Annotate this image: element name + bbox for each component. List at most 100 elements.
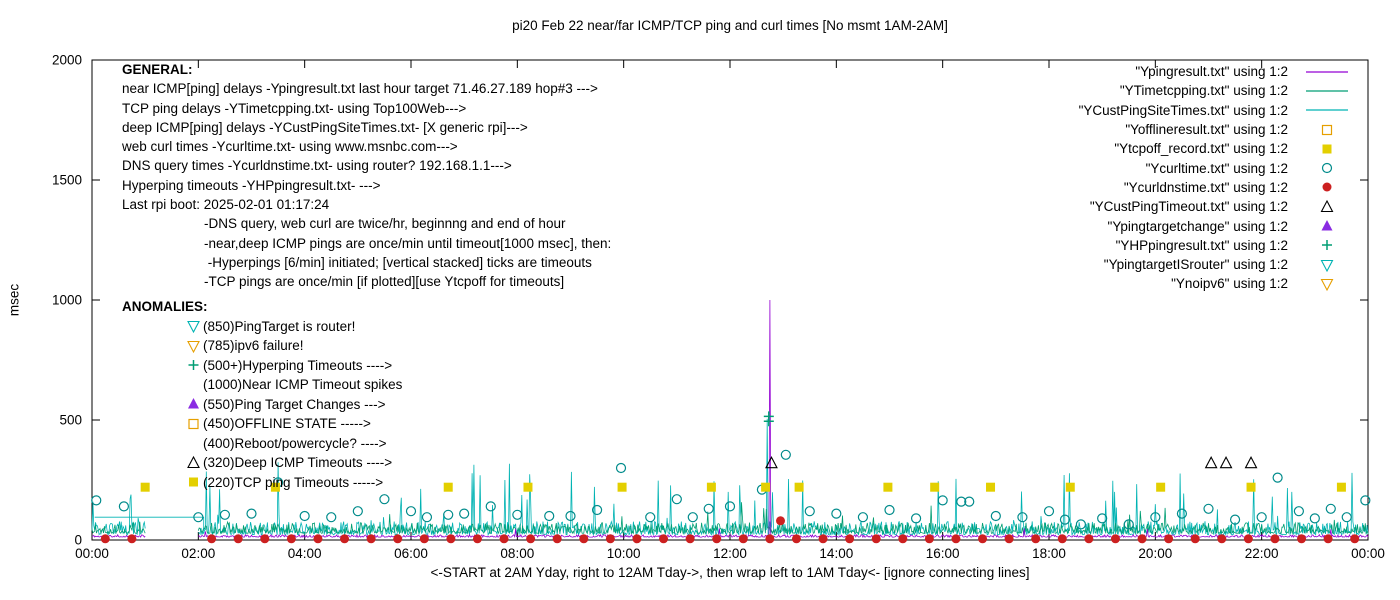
YHPpingresult.txt-point — [763, 411, 774, 422]
Ycurltime.txt-point — [956, 496, 967, 507]
general-line: Hyperping timeouts -YHPpingresult.txt- -… — [122, 177, 381, 193]
Ycurltime.txt-point — [1043, 506, 1055, 517]
y-tick-label: 2000 — [52, 53, 82, 68]
open-triangle-down-icon — [1320, 278, 1334, 292]
Ycurldnstime.txt-point — [472, 534, 482, 544]
Ytcpoff_record.txt-point — [1246, 482, 1256, 492]
legend-entry-label: "Ycurldnstime.txt" using 1:2 — [1123, 179, 1288, 195]
legend-entry: "YTimetcpping.txt" using 1:2 — [1079, 81, 1356, 100]
x-tick-label: 04:00 — [288, 546, 322, 561]
line-sample-icon — [1306, 90, 1348, 92]
x-tick-label: 14:00 — [819, 546, 853, 561]
general-line: DNS query times -Ycurldnstime.txt- using… — [122, 158, 512, 174]
anomaly-item: (500+)Hyperping Timeouts ----> — [186, 356, 402, 376]
Ycurldnstime.txt-point — [393, 534, 403, 544]
legend-entry: "Ytcpoff_record.txt" using 1:2 — [1079, 139, 1356, 158]
anomaly-item: (785)ipv6 failure! — [186, 336, 402, 356]
x-tick-label: 06:00 — [394, 546, 428, 561]
Ycurldnstime.txt-point — [1164, 534, 1174, 544]
Ycurldnstime.txt-point — [1243, 534, 1253, 544]
Ytcpoff_record.txt-point — [140, 482, 150, 492]
Ycurldnstime.txt-point — [419, 534, 429, 544]
Ycurldnstime.txt-point — [659, 534, 669, 544]
Ycurldnstime.txt-point — [127, 534, 137, 544]
YCustPingTimeout.txt-point — [1204, 456, 1218, 469]
open-triangle-up-icon — [187, 455, 200, 468]
series-YCustPingTimeout.txt — [765, 456, 1258, 469]
legend-entry: "YpingtargetISrouter" using 1:2 — [1079, 255, 1356, 274]
x-axis-label: <-START at 2AM Yday, right to 12AM Tday-… — [430, 565, 1030, 580]
series-Ycurltime.txt — [91, 449, 1371, 530]
Ycurldnstime.txt-point — [313, 534, 323, 544]
general-line: TCP ping delays -YTimetcpping.txt- using… — [122, 100, 467, 116]
Ycurldnstime.txt-point — [1350, 534, 1360, 544]
Ycurldnstime.txt-point — [552, 534, 562, 544]
legend: "Ypingresult.txt" using 1:2 "YTimetcpping… — [1079, 62, 1356, 294]
series-Ypingresult.txt — [91, 299, 1369, 539]
anomaly-label: (320)Deep ICMP Timeouts ----> — [203, 455, 393, 470]
Ycurltime.txt-point — [591, 504, 603, 516]
Ycurltime.txt-point — [910, 513, 922, 524]
Ycurldnstime.txt-point — [207, 534, 217, 544]
Ycurldnstime.txt-point — [1004, 534, 1014, 544]
Ytcpoff_record.txt-point — [986, 482, 996, 492]
legend-entry: "YHPpingresult.txt" using 1:2 — [1079, 236, 1356, 255]
Ytcpoff_record.txt-point — [523, 482, 533, 492]
x-tick-label: 12:00 — [713, 546, 747, 561]
Ycurltime.txt-point — [884, 504, 895, 516]
x-tick-label: 02:00 — [181, 546, 215, 561]
Ycurldnstime.txt-point — [1137, 534, 1147, 544]
open-triangle-down-icon — [187, 321, 200, 334]
filled-triangle-up-icon — [188, 398, 199, 409]
legend-entry-label: "Ynoipv6" using 1:2 — [1171, 276, 1288, 292]
Ycurltime.txt-point — [352, 506, 363, 517]
Ytcpoff_record.txt-point — [270, 482, 280, 492]
anomaly-item: (550)Ping Target Changes ---> — [186, 395, 402, 415]
Ycurltime.txt-point — [1360, 495, 1371, 506]
Ycurltime.txt-point — [687, 512, 698, 523]
x-tick-label: 20:00 — [1138, 546, 1172, 561]
Ycurldnstime.txt-point — [1084, 534, 1094, 544]
Ycurltime.txt-point — [459, 508, 470, 519]
legend-entry-label: "Ypingresult.txt" using 1:2 — [1135, 64, 1288, 80]
Ycurldnstime.txt-point — [1031, 534, 1041, 544]
blank-icon — [186, 377, 201, 393]
legend-entry: "Ypingtargetchange" using 1:2 — [1079, 216, 1356, 235]
Ycurltime.txt-point — [1229, 514, 1241, 525]
Ycurldnstime.txt-point — [1190, 534, 1200, 544]
open-triangle-up-icon — [1320, 199, 1334, 212]
Ycurltime.txt-point — [1341, 512, 1352, 523]
legend-entry: "Ynoipv6" using 1:2 — [1079, 274, 1356, 293]
general-lines: near ICMP[ping] delays -Ypingresult.txt … — [122, 79, 611, 214]
x-tick-label: 08:00 — [500, 546, 534, 561]
Ycurltime.txt-point — [724, 501, 736, 512]
plus-icon — [188, 360, 199, 371]
x-tick-label: 00:00 — [75, 546, 109, 561]
legend-entry-label: "Ytcpoff_record.txt" using 1:2 — [1114, 141, 1288, 157]
Ytcpoff_record.txt-point — [761, 482, 771, 492]
anomaly-item: (320)Deep ICMP Timeouts ----> — [186, 453, 402, 473]
general-line: web curl times -Ycurltime.txt- using www… — [122, 139, 458, 155]
Ytcpoff_record.txt-point — [617, 482, 627, 492]
Ytcpoff_record.txt-point — [883, 482, 893, 492]
legend-entry: "YCustPingTimeout.txt" using 1:2 — [1079, 197, 1356, 216]
Ycurltime.txt-point — [645, 512, 656, 523]
YCustPingTimeout.txt-point — [1219, 456, 1233, 469]
Ytcpoff_record.txt-point — [1065, 482, 1075, 492]
y-tick-label: 1000 — [52, 293, 82, 308]
Ycurltime.txt-point — [565, 510, 576, 522]
Ycurltime.txt-point — [1097, 513, 1108, 524]
general-indented-line: -Hyperpings [6/min] initiated; [vertical… — [204, 254, 592, 270]
y-tick-label: 1500 — [52, 173, 82, 188]
Ycurltime.txt-point — [1325, 503, 1336, 514]
anomaly-item: (1000)Near ICMP Timeout spikes — [186, 375, 402, 395]
YCustPingTimeout.txt-point — [765, 456, 778, 469]
anomaly-label: (500+)Hyperping Timeouts ----> — [203, 357, 393, 373]
Ycurltime.txt-point — [1176, 508, 1188, 519]
Ycurltime.txt-point — [512, 509, 523, 520]
connecting-line-artifact — [94, 516, 205, 533]
x-tick-label: 10:00 — [607, 546, 641, 561]
Ycurldnstime.txt-point — [951, 534, 961, 544]
